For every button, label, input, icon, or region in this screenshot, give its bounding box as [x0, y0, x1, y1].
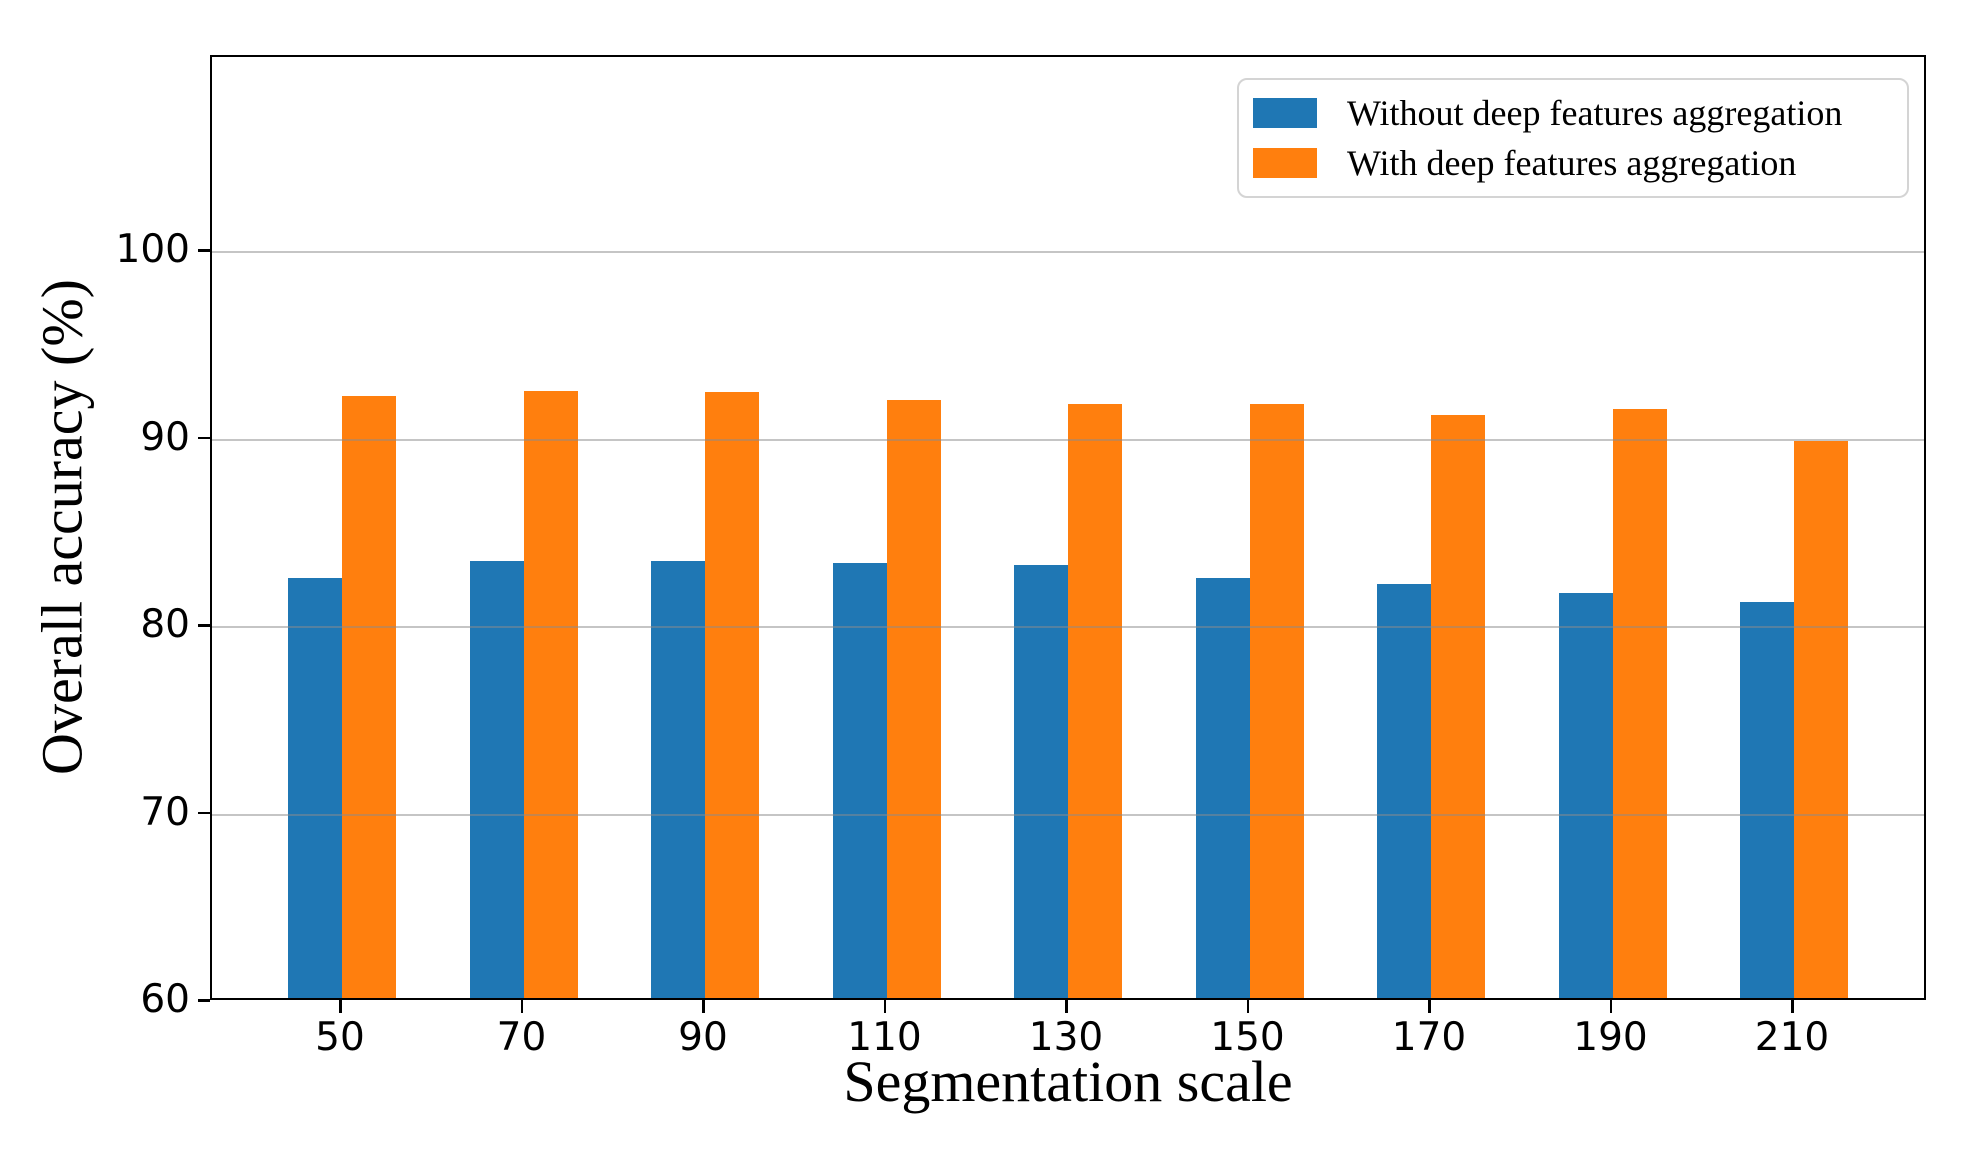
- y-tick-label-90: 90: [140, 414, 190, 460]
- y-tick-70: [198, 811, 210, 814]
- x-tick-label-70: 70: [496, 1015, 547, 1060]
- bar-without-170: [1377, 583, 1431, 998]
- x-tick-70: [520, 1000, 523, 1013]
- y-tick-100: [198, 249, 210, 252]
- legend: Without deep features aggregation With d…: [1237, 78, 1909, 198]
- y-tick-label-60: 60: [140, 977, 190, 1022]
- x-tick-label-170: 170: [1391, 1015, 1467, 1060]
- bar-without-70: [469, 561, 524, 998]
- bar-with-110: [886, 399, 941, 998]
- x-tick-label-190: 190: [1573, 1015, 1648, 1060]
- y-tick-label-70: 70: [140, 789, 190, 835]
- bar-with-90: [705, 392, 759, 998]
- x-tick-190: [1609, 1000, 1612, 1013]
- x-tick-label-210: 210: [1754, 1015, 1830, 1060]
- gridline-y-100: [212, 251, 1924, 253]
- gridline-y-90: [212, 438, 1924, 441]
- y-tick-label-100: 100: [115, 227, 190, 272]
- bar-with-50: [342, 396, 396, 998]
- bar-without-190: [1558, 593, 1613, 998]
- x-tick-label-110: 110: [847, 1015, 922, 1060]
- x-tick-50: [339, 1000, 342, 1013]
- y-tick-label-80: 80: [140, 602, 190, 647]
- legend-label-with: With deep features aggregation: [1347, 143, 1797, 183]
- x-tick-130: [1065, 1000, 1068, 1013]
- bar-without-150: [1195, 578, 1250, 998]
- bar-with-210: [1794, 441, 1848, 998]
- gridline-y-80: [212, 626, 1924, 628]
- x-tick-label-150: 150: [1210, 1015, 1285, 1060]
- x-tick-90: [702, 1000, 705, 1013]
- x-tick-110: [883, 1000, 886, 1013]
- y-tick-80: [198, 624, 210, 627]
- x-tick-210: [1791, 1000, 1794, 1013]
- bar-with-170: [1431, 414, 1485, 998]
- bar-with-190: [1612, 409, 1667, 998]
- bar-without-130: [1014, 564, 1068, 998]
- y-axis-title: Overall accuracy (%): [29, 279, 95, 775]
- legend-entry-without: Without deep features aggregation: [1253, 95, 1893, 131]
- bar-without-110: [832, 563, 887, 998]
- y-tick-60: [198, 999, 210, 1002]
- bar-with-150: [1249, 403, 1304, 998]
- y-tick-90: [198, 436, 210, 439]
- bar-with-70: [523, 390, 578, 998]
- legend-entry-with: With deep features aggregation: [1253, 145, 1893, 181]
- x-tick-label-90: 90: [678, 1015, 728, 1060]
- x-tick-label-50: 50: [315, 1015, 365, 1060]
- legend-swatch-blue: [1253, 98, 1317, 128]
- plot-area: [210, 55, 1926, 1000]
- x-tick-170: [1428, 1000, 1431, 1013]
- gridline-y-70: [212, 813, 1924, 816]
- bar-without-90: [651, 561, 705, 998]
- x-tick-150: [1246, 1000, 1249, 1013]
- legend-label-without: Without deep features aggregation: [1347, 93, 1843, 133]
- bar-without-210: [1740, 602, 1794, 998]
- legend-swatch-orange: [1253, 148, 1317, 178]
- bar-without-50: [288, 578, 342, 998]
- x-axis-title: Segmentation scale: [843, 1049, 1293, 1114]
- x-tick-label-130: 130: [1028, 1015, 1104, 1060]
- bar-with-130: [1068, 403, 1122, 998]
